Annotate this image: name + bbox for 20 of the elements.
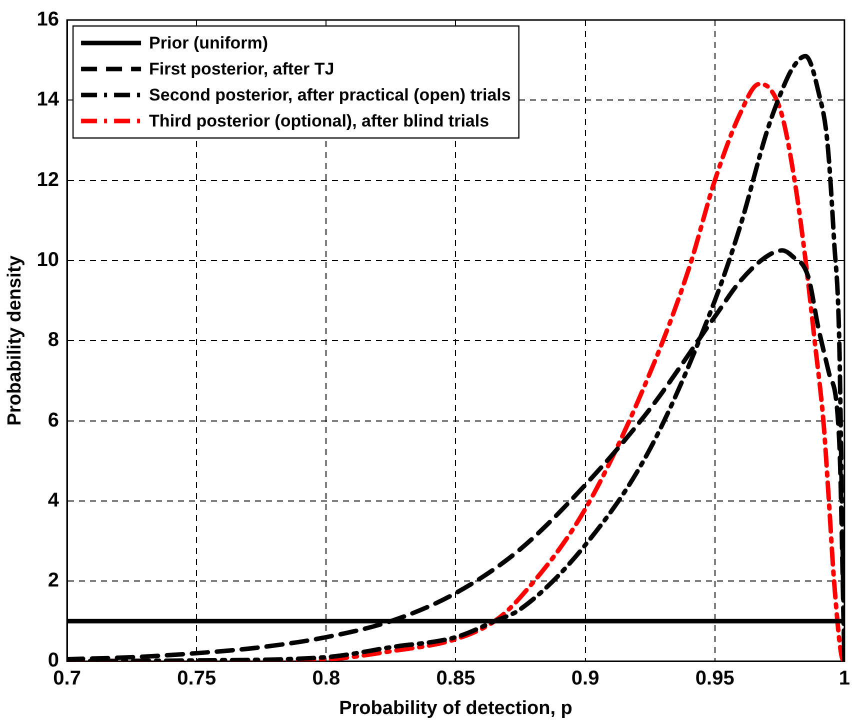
y-tick-label: 16: [36, 8, 60, 31]
x-tick-label: 0.8: [312, 668, 340, 690]
legend-label: Third posterior (optional), after blind trials: [149, 112, 490, 131]
legend-label: First posterior, after TJ: [149, 60, 334, 79]
legend-label: Second posterior, after practical (open) trials: [149, 86, 511, 105]
y-tick-label: 4: [48, 489, 60, 512]
y-tick-label: 14: [36, 88, 60, 111]
y-tick-label: 6: [48, 409, 60, 432]
y-tick-label: 8: [48, 329, 60, 352]
y-tick-label: 10: [36, 248, 60, 271]
x-tick-label: 0.95: [695, 668, 734, 690]
y-axis-title: Probability density: [4, 255, 26, 426]
x-axis-title: Probability of detection, p: [339, 698, 572, 719]
y-tick-label: 12: [36, 168, 60, 191]
legend-label: Prior (uniform): [149, 34, 268, 53]
y-tick-label: 2: [48, 570, 60, 592]
x-tick-label: 0.9: [571, 668, 600, 690]
x-tick-label: 1: [838, 668, 850, 690]
x-tick-label: 0.75: [177, 668, 216, 690]
x-tick-label: 0.85: [436, 668, 476, 690]
